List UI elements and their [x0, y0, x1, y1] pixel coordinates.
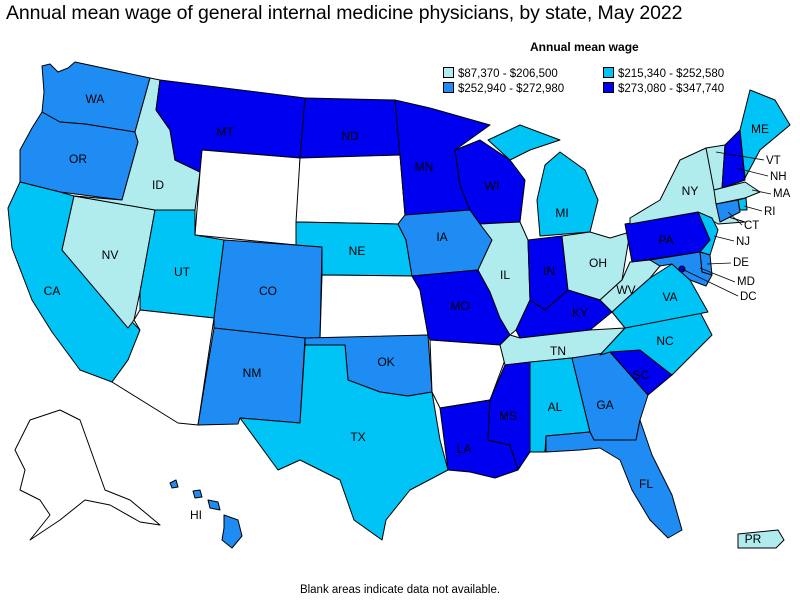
label-wv: WV: [616, 283, 635, 297]
legend-swatch-4: [603, 82, 614, 93]
label-ct: CT: [744, 220, 759, 232]
label-mi: MI: [555, 206, 568, 220]
label-wi: WI: [485, 179, 500, 193]
state-az[interactable]: [111, 309, 215, 426]
label-tn: TN: [550, 344, 566, 358]
state-wy[interactable]: [194, 149, 301, 246]
state-pr[interactable]: [737, 529, 785, 549]
label-ut: UT: [174, 265, 191, 279]
label-nd: ND: [341, 129, 359, 143]
label-id: ID: [152, 178, 164, 192]
label-ri: RI: [764, 206, 776, 218]
label-pa: PA: [658, 233, 673, 247]
state-sd[interactable]: [295, 154, 406, 225]
label-il: IL: [500, 268, 510, 282]
label-or: OR: [69, 152, 87, 166]
state-nh[interactable]: [721, 129, 746, 189]
leader-de: [706, 262, 732, 265]
legend-item-4: $273,080 - $347,740: [603, 82, 724, 95]
legend-label-2: $215,340 - $252,580: [618, 68, 725, 80]
label-nh: NH: [770, 171, 787, 183]
label-me: ME: [751, 122, 769, 136]
state-labels: WA OR CA NV ID MT UT CO NM ND NE OK TX M…: [44, 92, 791, 546]
legend-item-1: $87,370 - $206,500: [443, 67, 558, 80]
label-md: MD: [737, 276, 755, 288]
hi-island-oahu[interactable]: [192, 489, 203, 499]
legend-swatch-1: [443, 67, 454, 78]
label-wa: WA: [86, 92, 105, 106]
label-la: LA: [457, 442, 472, 456]
label-va: VA: [662, 290, 677, 304]
legend-swatch-3: [443, 82, 454, 93]
label-pr: PR: [745, 532, 762, 546]
legend-item-3: $252,940 - $272,980: [443, 82, 564, 95]
label-al: AL: [548, 400, 563, 414]
label-ca: CA: [44, 284, 61, 298]
label-ny: NY: [682, 184, 699, 198]
state-tx[interactable]: [239, 344, 449, 541]
legend-swatch-2: [603, 67, 614, 78]
state-me[interactable]: [739, 89, 791, 179]
label-de: DE: [733, 257, 749, 269]
label-mt: MT: [216, 125, 234, 139]
state-nd[interactable]: [299, 97, 401, 159]
label-dc: DC: [740, 291, 757, 303]
label-ia: IA: [436, 230, 447, 244]
leader-nj: [713, 235, 735, 242]
leader-ri: [743, 205, 763, 212]
legend-item-2: $215,340 - $252,580: [603, 67, 724, 80]
state-ma[interactable]: [713, 181, 761, 205]
label-ky: KY: [572, 306, 588, 320]
legend-label-4: $273,080 - $347,740: [618, 83, 725, 95]
label-tx: TX: [350, 430, 365, 444]
label-nj: NJ: [736, 236, 750, 248]
footnote: Blank areas indicate data not available.: [299, 584, 501, 596]
label-nc: NC: [656, 334, 674, 348]
legend-label-3: $252,940 - $272,980: [458, 83, 565, 95]
state-ct[interactable]: [715, 199, 741, 223]
label-nm: NM: [243, 366, 262, 380]
leader-vt: [715, 151, 765, 161]
hi-island-kauai[interactable]: [169, 479, 179, 489]
label-ne: NE: [349, 244, 366, 258]
label-ms: MS: [499, 409, 517, 423]
legend-title: Annual mean wage: [530, 40, 639, 54]
hi-island-big[interactable]: [221, 514, 243, 549]
state-mi[interactable]: [487, 124, 599, 237]
legend-label-1: $87,370 - $206,500: [458, 68, 558, 80]
leader-dc: [681, 268, 739, 297]
leader-lines: [681, 151, 772, 297]
hi-island-maui[interactable]: [207, 499, 221, 511]
leader-ct: [727, 211, 743, 226]
label-sc: SC: [633, 368, 650, 382]
state-fl[interactable]: [545, 419, 683, 539]
label-hi: HI: [190, 508, 202, 522]
label-in: IN: [543, 264, 555, 278]
state-ak[interactable]: [14, 409, 161, 541]
label-fl: FL: [639, 477, 653, 491]
label-ga: GA: [596, 398, 613, 412]
label-mo: MO: [450, 299, 469, 313]
state-ks[interactable]: [319, 274, 429, 341]
label-oh: OH: [589, 256, 607, 270]
label-ok: OK: [377, 355, 394, 369]
map-title: Annual mean wage of general internal med…: [6, 2, 683, 24]
label-vt: VT: [766, 155, 781, 167]
leader-ma: [751, 189, 772, 195]
leader-nh: [735, 167, 769, 177]
label-co: CO: [259, 284, 277, 298]
leader-md: [699, 267, 736, 283]
label-ma: MA: [773, 188, 791, 200]
label-mn: MN: [415, 160, 434, 174]
state-hi[interactable]: [169, 479, 243, 549]
label-nv: NV: [102, 248, 119, 262]
